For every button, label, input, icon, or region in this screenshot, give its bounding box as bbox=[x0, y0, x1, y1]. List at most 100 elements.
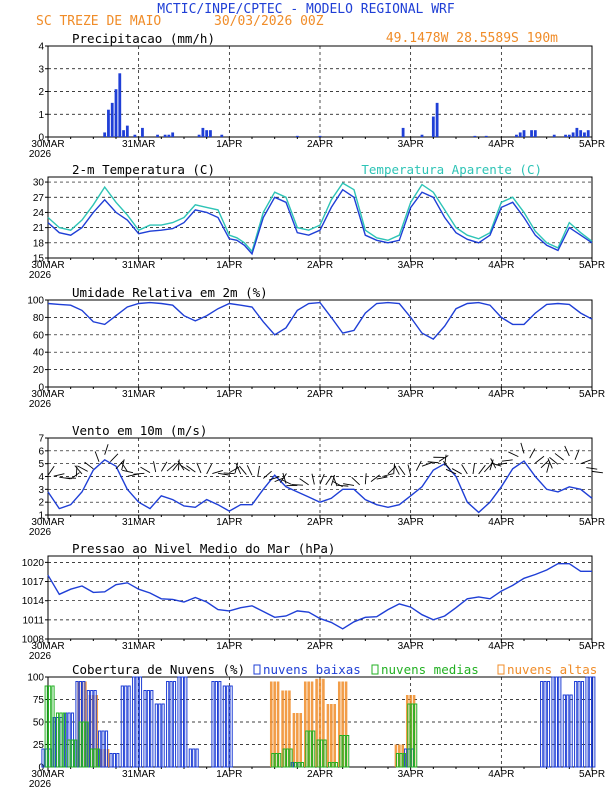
y-tick-label: 7 bbox=[38, 434, 44, 445]
cloud-high-bar bbox=[401, 744, 405, 767]
y-tick-label: 60 bbox=[33, 330, 45, 341]
precip-bar bbox=[586, 130, 590, 137]
x-day-label: 4APR bbox=[488, 769, 514, 780]
wind-arrow bbox=[496, 462, 508, 466]
wind-arrow bbox=[229, 466, 240, 474]
cloud-low-bar bbox=[574, 681, 578, 768]
wind-arrow bbox=[291, 484, 304, 486]
wind-arrow bbox=[508, 451, 519, 458]
cloud-mid-bar bbox=[96, 748, 100, 768]
x-day-label: 30MAR bbox=[31, 769, 64, 780]
wind-arrow bbox=[311, 473, 315, 485]
y-tick-label: 2 bbox=[38, 498, 44, 509]
cloud-high-bar bbox=[405, 695, 409, 767]
wind-arrow bbox=[160, 461, 168, 472]
cloud-mid-bar bbox=[300, 762, 304, 768]
y-tick-label: 18 bbox=[33, 238, 45, 249]
x-day-label: 4APR bbox=[488, 641, 514, 652]
y-tick-label: 0 bbox=[38, 133, 44, 144]
wind-arrow bbox=[94, 451, 100, 462]
cloud-low-bar bbox=[184, 676, 188, 768]
wind-arrow bbox=[153, 461, 157, 473]
cloud-mid-bar bbox=[89, 748, 94, 768]
wind-arrow bbox=[235, 463, 242, 475]
wind-arrow bbox=[393, 464, 400, 475]
cloud-low-bar bbox=[226, 685, 230, 768]
wind-arrow bbox=[398, 465, 406, 476]
cloud-low-bar bbox=[229, 685, 233, 768]
cloud-mid-bar bbox=[410, 703, 414, 768]
cloud-low-bar bbox=[214, 681, 219, 768]
y-tick-label: 3 bbox=[38, 64, 44, 75]
cloud-mid-bar bbox=[323, 739, 327, 768]
wind-arrow bbox=[177, 459, 180, 471]
cloud-low-bar bbox=[112, 753, 117, 768]
y-tick-label: 25 bbox=[33, 740, 45, 751]
cloud-low-bar bbox=[132, 676, 136, 768]
cloud-high-bar bbox=[276, 681, 280, 767]
x-day-label: 30MAR bbox=[31, 260, 64, 271]
wind-arrow bbox=[186, 465, 196, 473]
x-day-label: 5APR bbox=[579, 389, 605, 400]
x-day-label: 1APR bbox=[216, 769, 242, 780]
y-tick-label: 27 bbox=[33, 193, 45, 204]
cloud-mid-bar bbox=[339, 735, 343, 768]
wind-arrow bbox=[115, 460, 124, 470]
cloud-low-bar bbox=[562, 694, 566, 768]
wind-arrow bbox=[180, 464, 190, 472]
cloud-high-bar bbox=[281, 690, 284, 767]
cloud-mid-bar bbox=[399, 753, 403, 768]
wind-arrow bbox=[427, 461, 439, 464]
cloud-mid-bar bbox=[331, 762, 335, 768]
cloud-mid-bar bbox=[407, 703, 411, 768]
cloud-legend-label: nuvens medias bbox=[381, 662, 479, 677]
main-title: MCTIC/INPE/CPTEC - MODELO REGIONAL WRF bbox=[157, 2, 455, 17]
cloud-legend-swatch bbox=[253, 664, 261, 675]
x-day-label: 2APR bbox=[307, 641, 333, 652]
x-day-label: 5APR bbox=[579, 641, 605, 652]
wind-arrow bbox=[370, 474, 380, 482]
precip-bar bbox=[209, 130, 212, 137]
x-year-label: 2026 bbox=[29, 779, 52, 790]
precip-bar bbox=[125, 125, 129, 137]
precip-bar bbox=[156, 134, 159, 137]
cloud-low-bar bbox=[169, 681, 173, 768]
cloud-low-bar bbox=[154, 703, 158, 768]
cloud-low-bar bbox=[177, 676, 181, 768]
precip-bar bbox=[171, 132, 175, 137]
wind-arrow bbox=[376, 476, 388, 480]
x-year-label: 2026 bbox=[29, 270, 52, 281]
cloud-low-bar bbox=[124, 685, 128, 768]
wind-arrow bbox=[223, 472, 235, 475]
cloud-mid-bar bbox=[289, 748, 293, 768]
wind-arrow bbox=[74, 465, 83, 475]
wind-arrow bbox=[325, 475, 333, 486]
y-tick-label: 50 bbox=[33, 718, 45, 729]
wind-arrow bbox=[343, 483, 355, 486]
y-tick-label: 40 bbox=[33, 348, 45, 359]
panel-title: Vento em 10m (m/s) bbox=[72, 423, 207, 438]
precip-bar bbox=[518, 132, 522, 137]
cloud-high-bar bbox=[310, 681, 314, 767]
wind-arrow bbox=[263, 470, 272, 479]
precip-bar bbox=[533, 130, 537, 137]
precip-bar bbox=[435, 102, 439, 137]
cloud-mid-bar bbox=[70, 739, 74, 768]
wind-arrow bbox=[547, 458, 553, 469]
wind-arrow bbox=[351, 476, 360, 486]
cloud-low-bar bbox=[569, 694, 573, 768]
x-day-label: 1APR bbox=[216, 139, 242, 150]
cloud-high-bar bbox=[95, 695, 99, 767]
cloud-low-bar bbox=[109, 753, 113, 768]
x-day-label: 1APR bbox=[216, 260, 242, 271]
wind-arrow bbox=[196, 462, 202, 474]
x-day-label: 30MAR bbox=[31, 641, 64, 652]
y-tick-label: 3 bbox=[38, 485, 44, 496]
x-year-label: 2026 bbox=[29, 527, 52, 538]
cloud-low-bar bbox=[150, 690, 154, 768]
x-day-label: 2APR bbox=[307, 517, 333, 528]
cloud-mid-bar bbox=[62, 712, 66, 768]
